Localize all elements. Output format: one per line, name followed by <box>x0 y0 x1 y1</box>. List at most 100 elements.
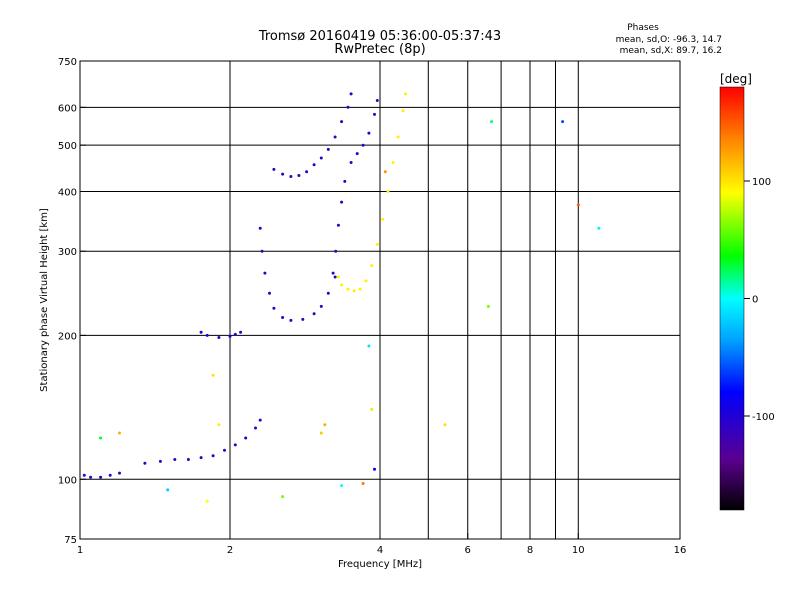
data-point <box>258 418 262 422</box>
data-point <box>211 373 215 377</box>
x-tick-label: 1 <box>77 545 83 556</box>
data-point <box>443 423 447 427</box>
data-point <box>89 475 93 479</box>
data-point <box>333 275 337 279</box>
data-point <box>401 109 405 113</box>
gridlines <box>80 61 680 539</box>
data-point <box>281 495 285 499</box>
data-point <box>239 330 243 334</box>
data-point <box>281 172 285 176</box>
data-point <box>391 161 395 164</box>
data-point <box>99 475 103 479</box>
data-point <box>373 467 376 471</box>
y-tick-label: 75 <box>64 535 77 546</box>
data-point <box>205 499 209 503</box>
x-tick-label: 16 <box>674 545 687 556</box>
data-point <box>370 264 374 267</box>
data-point <box>358 287 362 291</box>
data-point <box>211 454 215 458</box>
data-point <box>576 203 580 207</box>
data-point <box>343 179 347 183</box>
data-point <box>346 105 350 109</box>
data-point <box>108 473 112 477</box>
data-point <box>361 143 365 147</box>
data-point <box>118 471 121 475</box>
data-point <box>228 334 232 338</box>
data-point <box>312 312 316 316</box>
y-tick-label: 300 <box>58 247 77 258</box>
y-tick-label: 400 <box>58 187 77 198</box>
data-point <box>263 271 267 275</box>
data-point <box>258 226 262 230</box>
data-point <box>355 152 359 156</box>
data-point <box>244 436 248 440</box>
data-point <box>99 436 103 440</box>
data-point <box>272 306 276 310</box>
data-point <box>166 488 170 492</box>
data-point <box>333 135 337 139</box>
data-point <box>305 170 309 174</box>
colorbar <box>719 86 745 511</box>
x-tick-label: 2 <box>227 545 233 556</box>
data-point <box>158 459 162 463</box>
data-point <box>319 304 323 308</box>
y-axis-label: Stationary phase Virtual Height [km] <box>39 208 50 392</box>
data-point <box>346 287 350 291</box>
data-point <box>370 407 374 411</box>
data-point <box>260 249 264 253</box>
data-point <box>349 161 353 164</box>
x-tick-label: 10 <box>572 545 585 556</box>
data-point <box>217 336 221 339</box>
data-point <box>205 333 209 337</box>
data-point <box>490 120 494 124</box>
data-point <box>334 249 338 253</box>
data-point <box>82 473 86 477</box>
chart-title: Tromsø 20160419 05:36:00-05:37:43 <box>258 29 501 44</box>
data-point <box>336 223 340 227</box>
data-point <box>367 131 371 135</box>
x-axis-label: Frequency [MHz] <box>338 559 422 570</box>
data-point <box>326 291 330 295</box>
data-point <box>312 163 316 167</box>
data-points <box>82 92 601 503</box>
data-point <box>233 443 237 447</box>
data-point <box>340 283 344 287</box>
data-point <box>326 147 330 151</box>
data-point <box>352 289 356 293</box>
data-point <box>383 170 387 174</box>
data-point <box>199 456 203 460</box>
colorbar-ticks: 100 0 -100 <box>744 177 775 423</box>
chart-subtitle: RwPretec (8p) <box>334 42 425 57</box>
data-point <box>364 279 368 283</box>
stats-x-mode: mean, sd,X: 89.7, 16.2 <box>620 46 722 56</box>
colorbar-tick-label: 100 <box>752 177 771 188</box>
data-point <box>281 316 285 319</box>
data-point <box>373 112 376 116</box>
x-tick-label: 6 <box>465 545 471 556</box>
y-tick-label: 200 <box>58 331 77 342</box>
y-tick-label: 750 <box>58 57 77 68</box>
data-point <box>386 190 390 193</box>
data-point <box>301 317 305 321</box>
data-point <box>297 174 301 177</box>
x-tick-label: 4 <box>377 545 383 556</box>
data-point <box>118 431 121 435</box>
data-point <box>486 304 490 308</box>
data-point <box>199 330 203 334</box>
data-point <box>340 484 344 488</box>
colorbar-tick-label: -100 <box>752 412 775 423</box>
stats-heading: Phases <box>627 23 659 33</box>
data-point <box>561 120 565 124</box>
data-point <box>217 423 221 427</box>
data-point <box>143 461 147 465</box>
data-point <box>323 423 327 427</box>
stats-o-mode: mean, sd,O: -96.3, 14.7 <box>616 35 722 45</box>
data-point <box>289 175 293 178</box>
data-point <box>340 200 344 204</box>
data-point <box>349 92 353 96</box>
data-point <box>404 92 407 96</box>
data-point <box>361 482 365 485</box>
data-point <box>233 332 237 336</box>
data-point <box>375 99 379 102</box>
